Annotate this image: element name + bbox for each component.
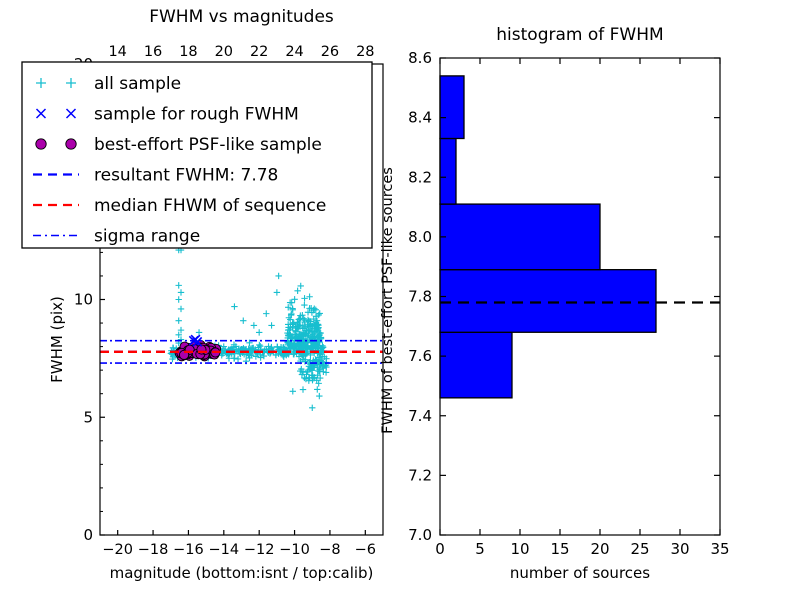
right-xaxis-label: number of sources <box>510 564 650 582</box>
legend-item <box>36 78 76 88</box>
legend-item <box>35 108 77 119</box>
legend-box: all sample sample for rough FWHM best-effo… <box>21 61 373 249</box>
right-yaxis-label: FWHM of best-effort PSF-like sources <box>380 167 396 434</box>
ytick-label: 7.2 <box>408 466 432 484</box>
left-panel-title: FWHM vs magnitudes <box>149 7 334 27</box>
left-panel <box>99 63 384 536</box>
histogram-bar <box>439 137 457 205</box>
ytick-label-left: 0 <box>83 526 93 544</box>
legend-label: resultant FWHM: 7.78 <box>94 166 278 186</box>
right-panel-title: histogram of FWHM <box>496 25 663 45</box>
xtick-label-top: 18 <box>179 44 197 60</box>
ytick-label: 7.8 <box>408 288 432 306</box>
left-xaxis-label: magnitude (bottom:isnt / top:calib) <box>110 564 374 582</box>
legend-label: all sample <box>94 74 181 94</box>
xtick-label-top: 28 <box>356 44 374 60</box>
ytick-label: 7.0 <box>408 526 432 544</box>
xtick-label-bottom: −12 <box>244 542 275 558</box>
xtick-label-top: 24 <box>285 44 303 60</box>
legend-frame <box>21 61 373 249</box>
histogram-bar <box>439 331 513 399</box>
legend-marker-circle-icon <box>65 138 77 150</box>
legend-marker-plus-icon <box>66 78 76 88</box>
xtick-label: 15 <box>550 540 569 558</box>
legend-marker-cross-icon <box>35 108 47 119</box>
xtick-label-top: 16 <box>144 44 162 60</box>
ytick-label: 8.0 <box>408 228 432 246</box>
xtick-label-bottom: −10 <box>279 542 310 558</box>
xtick-label: 20 <box>590 540 609 558</box>
xtick-label-bottom: −6 <box>355 542 376 558</box>
histogram-bar <box>439 269 657 333</box>
xtick-label-bottom: −8 <box>319 542 340 558</box>
xtick-label: 10 <box>510 540 529 558</box>
legend-item <box>35 138 77 150</box>
xtick-label-top: 26 <box>321 44 339 60</box>
xtick-label: 0 <box>435 540 445 558</box>
legend-marker-plus-icon <box>36 78 46 88</box>
ytick-label: 7.4 <box>408 407 432 425</box>
ytick-label-left: 5 <box>83 408 93 426</box>
ytick-label: 7.6 <box>408 347 432 365</box>
scatter-all-sample <box>167 246 330 412</box>
xtick-label-top: 14 <box>108 44 126 60</box>
legend-marker-cross-icon <box>65 108 77 119</box>
xtick-label-top: 22 <box>250 44 268 60</box>
legend-label: sigma range <box>94 227 200 247</box>
ytick-label-left: 10 <box>74 291 93 309</box>
legend-label: best-effort PSF-like sample <box>94 135 322 155</box>
xtick-label-bottom: −16 <box>173 542 204 558</box>
legend-label: median FHWM of sequence <box>94 196 326 216</box>
xtick-label-top: 20 <box>215 44 233 60</box>
right-panel <box>439 57 721 536</box>
ytick-label: 8.2 <box>408 168 432 186</box>
legend-marker-circle-icon <box>35 138 47 150</box>
histogram-bars <box>439 75 657 399</box>
xtick-label: 25 <box>630 540 649 558</box>
histogram-bar <box>439 203 601 271</box>
xtick-label: 35 <box>710 540 729 558</box>
xtick-label-bottom: −18 <box>138 542 169 558</box>
xtick-label-bottom: −20 <box>102 542 133 558</box>
scatter-psf-sample <box>174 340 222 362</box>
ytick-label: 8.4 <box>408 109 432 127</box>
xtick-label: 30 <box>670 540 689 558</box>
xtick-label: 5 <box>475 540 485 558</box>
histogram-bar <box>439 75 465 140</box>
scatter-rough-sample <box>188 334 203 347</box>
xtick-label-bottom: −14 <box>209 542 240 558</box>
left-yaxis-label: FWHM (pix) <box>48 296 66 383</box>
legend-label: sample for rough FWHM <box>94 105 299 125</box>
ytick-label: 8.6 <box>408 49 432 67</box>
